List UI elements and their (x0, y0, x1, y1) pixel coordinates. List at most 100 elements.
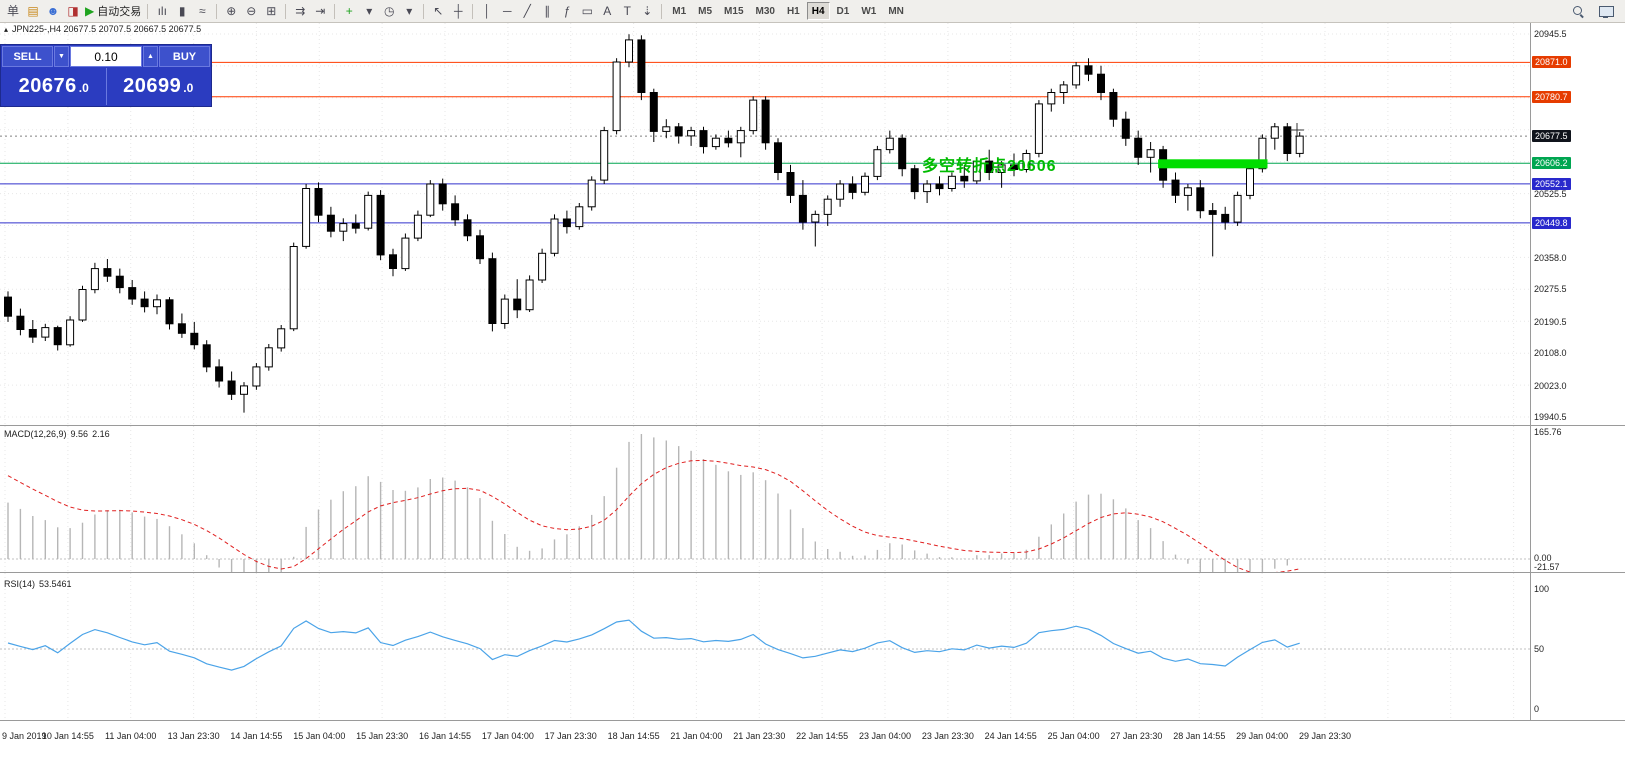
rsi-panel-canvas[interactable] (0, 573, 1530, 719)
bar-chart-button[interactable]: ılı (152, 1, 172, 21)
fibonacci-button[interactable]: ƒ (557, 1, 577, 21)
highlight-segment[interactable] (1158, 159, 1268, 169)
channel-icon: ∥ (544, 4, 551, 18)
time-axis-label: 29 Jan 04:00 (1236, 731, 1289, 741)
volume-up-button[interactable]: ▲ (143, 46, 158, 67)
indicators-dropdown-button[interactable]: ▾ (359, 1, 379, 21)
toolbar-right (1568, 1, 1622, 21)
candlestick-chart-button[interactable]: ▮ (172, 1, 192, 21)
toolbar-separator (147, 3, 149, 19)
timeframe-h4[interactable]: H4 (806, 2, 830, 20)
toolbar-separator (472, 3, 474, 19)
time-axis-label: 13 Jan 23:30 (167, 731, 220, 741)
timeframe-m5[interactable]: M5 (693, 2, 717, 20)
timeframe-m1[interactable]: M1 (667, 2, 691, 20)
periods-dropdown-button[interactable]: ▾ (399, 1, 419, 21)
current-price-badge: 20677.5 (1532, 130, 1571, 143)
rsi-value: 53.5461 (39, 579, 72, 589)
sell-price[interactable]: 20676 .0 (2, 68, 106, 105)
rsi-line (7, 619, 1300, 671)
panel-divider[interactable] (0, 572, 1625, 573)
horizontal-line-button[interactable]: ─ (497, 1, 517, 21)
panel-divider[interactable] (0, 425, 1625, 426)
rsi-axis-label: 50 (1534, 644, 1545, 654)
new-order-button[interactable]: 单 (3, 1, 23, 21)
buy-price[interactable]: 20699 .0 (105, 68, 211, 105)
chart-profiles-button[interactable]: ▤ (23, 1, 43, 21)
indicators-button[interactable]: + (339, 1, 359, 21)
sell-price-main: 20676 (18, 75, 77, 97)
tile-windows-button[interactable]: ⊞ (261, 1, 281, 21)
auto-scroll-button[interactable]: ⇉ (290, 1, 310, 21)
crosshair-button[interactable]: ┼ (448, 1, 468, 21)
buy-button[interactable]: BUY (159, 46, 210, 67)
autotrading-label: 自动交易 (97, 6, 142, 18)
time-axis-label: 9 Jan 2019 (2, 731, 47, 741)
rsi-label: RSI(14) 53.5461 (4, 579, 76, 589)
new-order-icon: 单 (6, 4, 19, 18)
main-chart-canvas[interactable] (0, 23, 1530, 425)
time-axis[interactable]: 9 Jan 2019 10 Jan 14:55 11 Jan 04:00 13 Jan… (0, 721, 1530, 761)
macd-histogram (7, 434, 1301, 572)
volume-input[interactable] (70, 46, 142, 67)
data-window-button[interactable]: ◨ (63, 1, 83, 21)
chart-annotation[interactable]: 多空转折点20606 (922, 158, 1057, 175)
text-label-button[interactable]: T (617, 1, 637, 21)
zoom-out-button[interactable]: ⊖ (241, 1, 261, 21)
search-button[interactable] (1568, 1, 1588, 21)
zoom-out-icon: ⊖ (246, 4, 257, 18)
chart-title-text: JPN225-,H4 20677.5 20707.5 20667.5 20677… (12, 24, 202, 34)
chart-shift-button[interactable]: ⇥ (310, 1, 330, 21)
arrows-button[interactable]: ⇣ (637, 1, 657, 21)
trendline-button[interactable]: ╱ (517, 1, 537, 21)
shapes-button[interactable]: ▭ (577, 1, 597, 21)
macd-value-signal: 2.16 (92, 429, 110, 439)
indicators-icon: + (345, 4, 353, 18)
cursor-button[interactable]: ↖ (428, 1, 448, 21)
autotrading-button[interactable]: ▶ 自动交易 (83, 1, 143, 21)
timeframe-d1[interactable]: D1 (832, 2, 855, 20)
timeframe-m30[interactable]: M30 (751, 2, 780, 20)
sell-button[interactable]: SELL (2, 46, 53, 67)
time-axis-label: 15 Jan 23:30 (356, 731, 409, 741)
timeframe-h1[interactable]: H1 (782, 2, 805, 20)
timeframe-m15[interactable]: M15 (719, 2, 748, 20)
market-watch-icon: ☻ (46, 4, 60, 18)
volume-down-button[interactable]: ▼ (54, 46, 69, 67)
line-chart-icon: ≈ (198, 4, 206, 18)
buy-price-frac: .0 (183, 81, 194, 95)
price-axis-label: 20275.5 (1534, 284, 1567, 295)
cursor-icon: ↖ (433, 4, 444, 18)
new-chart-window-button[interactable] (1596, 1, 1616, 21)
time-axis-label: 24 Jan 14:55 (984, 731, 1037, 741)
timeframe-mn[interactable]: MN (883, 2, 909, 20)
trendline-icon: ╱ (523, 4, 531, 18)
channel-button[interactable]: ∥ (537, 1, 557, 21)
arrows-icon: ⇣ (642, 4, 653, 18)
vertical-line-button[interactable]: │ (477, 1, 497, 21)
macd-panel-canvas[interactable] (0, 426, 1530, 572)
text-icon: A (603, 4, 612, 18)
macd-label: MACD(12,26,9) 9.56 2.16 (4, 429, 114, 439)
candles-group (4, 34, 1304, 413)
zoom-in-button[interactable]: ⊕ (221, 1, 241, 21)
text-button[interactable]: A (597, 1, 617, 21)
search-icon (1572, 5, 1584, 17)
toolbar-separator (423, 3, 425, 19)
one-click-trading-panel: SELL ▼ ▲ BUY 20676 .0 20699 .0 (0, 44, 212, 107)
panel-collapse-icon[interactable]: ▴ (4, 24, 9, 34)
time-axis-label: 10 Jan 14:55 (41, 731, 94, 741)
macd-value-main: 9.56 (70, 429, 89, 439)
level-price-badge: 20780.7 (1532, 90, 1571, 103)
periods-button[interactable]: ◷ (379, 1, 399, 21)
line-chart-button[interactable]: ≈ (192, 1, 212, 21)
timeframe-w1[interactable]: W1 (856, 2, 881, 20)
price-axis-label: 20945.5 (1534, 29, 1567, 39)
rsi-axis-label: 100 (1534, 584, 1550, 594)
market-watch-button[interactable]: ☻ (43, 1, 63, 21)
price-axis-label: 20190.5 (1534, 316, 1567, 327)
time-axis-label: 18 Jan 14:55 (607, 731, 660, 741)
price-axis[interactable]: 20945.520863.020525.520358.020275.520190… (1531, 23, 1625, 767)
macd-axis-label: 0.00 (1534, 553, 1552, 563)
data-window-icon: ◨ (67, 4, 79, 18)
